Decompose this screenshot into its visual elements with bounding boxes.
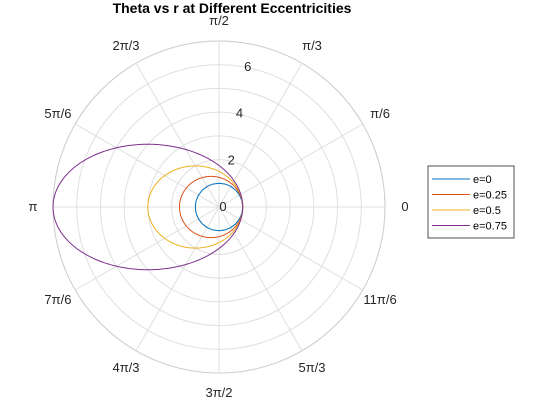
series-line-3 (52, 143, 244, 271)
theta-tick-label: π/6 (370, 106, 390, 121)
theta-tick-label: 2π/3 (112, 38, 139, 53)
theta-tick-label: 5π/3 (298, 360, 325, 375)
theta-tick-label: 7π/6 (44, 292, 71, 307)
grid-spoke (218, 206, 303, 352)
grid-spoke (218, 123, 364, 208)
grid-spoke (74, 206, 220, 291)
series-layer (52, 143, 244, 271)
series-line-1 (178, 175, 244, 239)
chart-title: Theta vs r at Different Eccentricities (113, 0, 352, 16)
r-tick-label: 4 (236, 106, 243, 121)
grid-spoke (74, 123, 220, 208)
r-tick-label: 2 (228, 152, 235, 167)
theta-tick-label: π (29, 199, 38, 214)
legend-label: e=0.5 (473, 205, 501, 217)
legend-label: e=0.75 (473, 221, 507, 233)
grid-spoke (218, 206, 364, 291)
theta-tick-label: 11π/6 (363, 292, 396, 307)
theta-tick-label: π/2 (209, 13, 229, 28)
series-line-0 (194, 182, 244, 232)
legend[interactable]: e=0 e=0.25 e=0.5 e=0.75 (427, 165, 515, 239)
theta-tick-label: 5π/6 (44, 106, 71, 121)
polar-grid (52, 40, 386, 374)
theta-tick-label: π/3 (302, 38, 322, 53)
legend-label: e=0.25 (473, 190, 507, 202)
grid-spoke (135, 62, 220, 208)
legend-items: e=0 e=0.25 e=0.5 e=0.75 (432, 174, 507, 233)
tick-labels: 0 π/6 π/3 π/2 2π/3 5π/6 π 7π/6 4π/3 3π/2 5π/3 11π/6… (29, 13, 409, 400)
r-tick-label: 0 (219, 199, 226, 214)
grid-spoke (135, 206, 220, 352)
series-line-2 (147, 165, 244, 249)
theta-tick-label: 3π/2 (205, 385, 232, 400)
legend-label: e=0 (473, 174, 492, 186)
theta-tick-label: 0 (401, 199, 408, 214)
r-tick-label: 6 (244, 59, 251, 74)
grid-spoke (218, 62, 303, 208)
theta-tick-label: 4π/3 (112, 360, 139, 375)
